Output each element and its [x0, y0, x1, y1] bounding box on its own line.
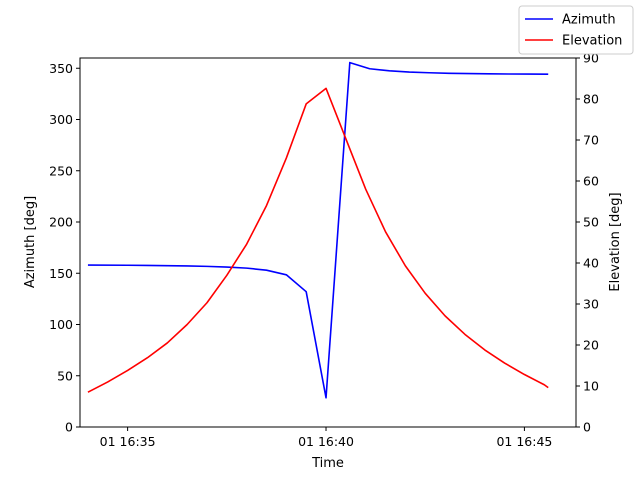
right-y-tick-label: 60: [583, 174, 599, 189]
left-y-tick-label: 50: [57, 368, 73, 383]
left-y-tick-label: 350: [49, 61, 73, 76]
left-y-tick-label: 150: [49, 266, 73, 281]
legend-label-elevation: Elevation: [562, 34, 622, 49]
right-y-tick-label: 40: [583, 256, 599, 271]
legend-box: [518, 5, 634, 55]
plot-frame: [79, 57, 577, 428]
legend: Azimuth Elevation: [518, 5, 634, 55]
series-line-azimuth: [87, 61, 549, 399]
right-y-tick-label: 20: [583, 338, 599, 353]
left-axis: 0 50 100 150 200 250 300 350: [49, 61, 80, 435]
left-y-tick-label: 0: [65, 420, 73, 435]
series-layer: [87, 61, 549, 399]
series-line-elevation: [87, 87, 549, 393]
left-y-tick-label: 300: [49, 112, 73, 127]
left-y-tick-label: 200: [49, 215, 73, 230]
right-y-tick-label: 70: [583, 133, 599, 148]
x-tick-label: 01 16:40: [298, 434, 354, 449]
right-y-tick-label: 10: [583, 379, 599, 394]
left-y-tick-label: 100: [49, 317, 73, 332]
plot-area: [79, 57, 577, 428]
left-y-tick-label: 250: [49, 163, 73, 178]
x-axis-label: Time: [311, 456, 344, 471]
x-tick-label: 01 16:45: [496, 434, 552, 449]
left-y-axis-label: Azimuth [deg]: [23, 196, 38, 288]
right-y-tick-label: 0: [583, 420, 591, 435]
x-axis: 01 16:35 01 16:40 01 16:45: [100, 427, 552, 449]
legend-label-azimuth: Azimuth: [562, 13, 616, 28]
right-y-tick-label: 30: [583, 297, 599, 312]
right-y-tick-label: 50: [583, 215, 599, 230]
right-y-tick-label: 80: [583, 92, 599, 107]
right-y-axis-label: Elevation [deg]: [608, 192, 623, 291]
x-tick-label: 01 16:35: [100, 434, 156, 449]
